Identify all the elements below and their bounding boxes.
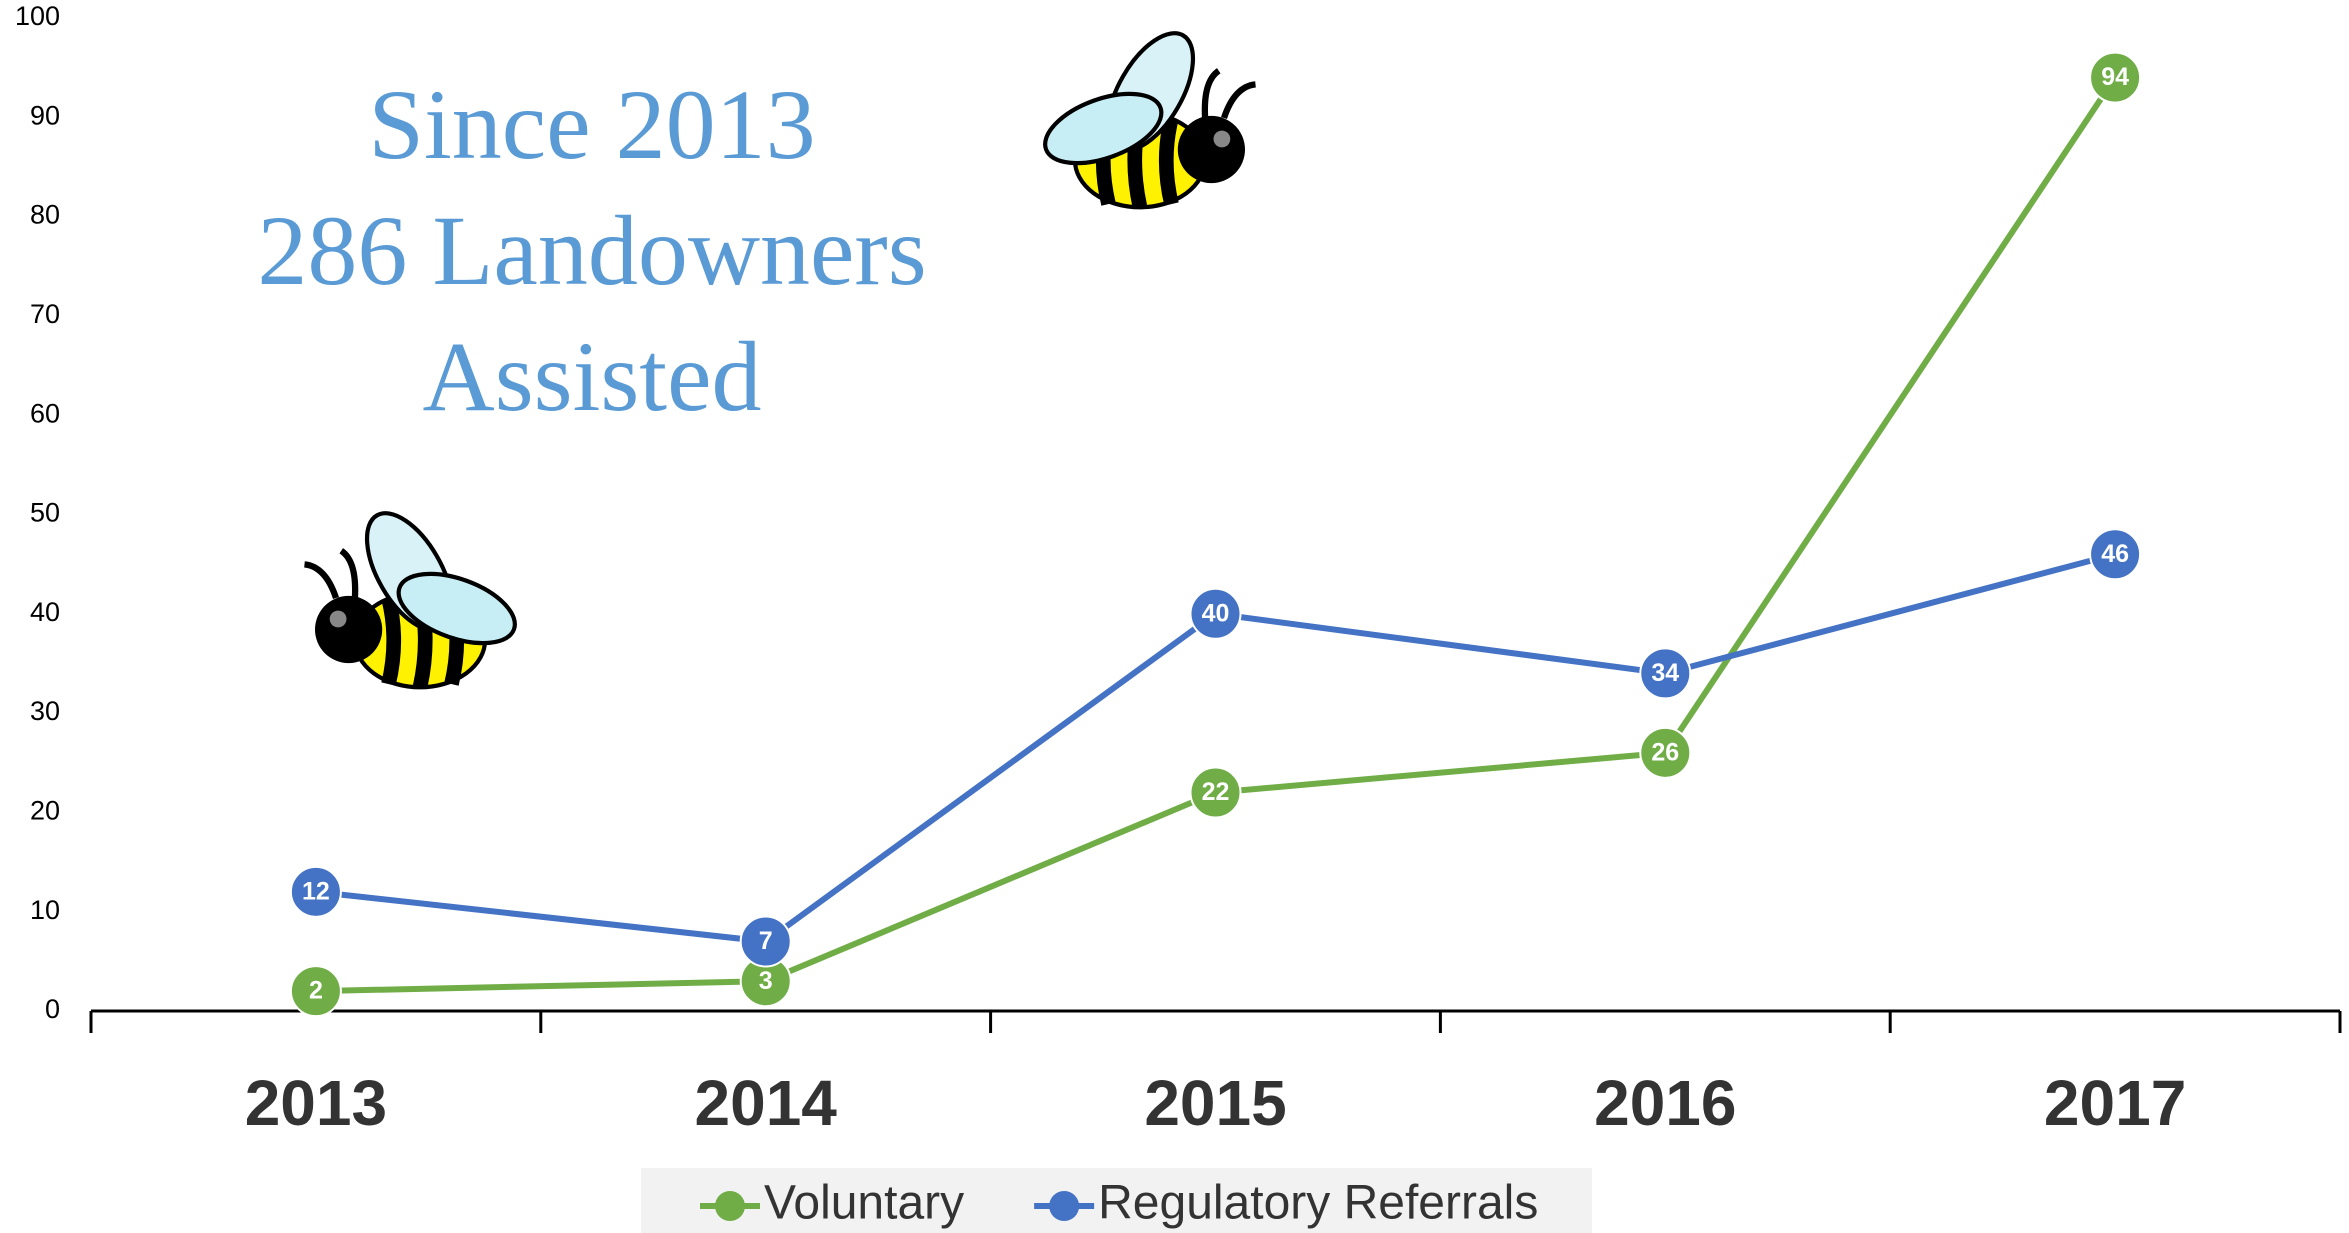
y-tick-label: 30 bbox=[30, 696, 60, 726]
data-label: 22 bbox=[1202, 778, 1230, 806]
data-label: 40 bbox=[1202, 599, 1230, 627]
y-tick-label: 70 bbox=[30, 299, 60, 329]
data-label: 7 bbox=[759, 927, 773, 955]
data-point bbox=[1639, 647, 1692, 700]
x-tick-label: 2015 bbox=[1144, 1067, 1286, 1139]
x-tick-label: 2014 bbox=[695, 1067, 838, 1139]
y-tick-label: 0 bbox=[45, 994, 60, 1024]
y-tick-label: 40 bbox=[30, 597, 60, 627]
data-label: 34 bbox=[1651, 659, 1679, 687]
annotation-text: Assisted bbox=[423, 321, 762, 432]
data-point bbox=[289, 865, 342, 918]
legend-label: Regulatory Referrals bbox=[1098, 1177, 1538, 1230]
data-point bbox=[1639, 726, 1692, 779]
y-tick-label: 20 bbox=[30, 796, 60, 826]
x-tick-label: 2017 bbox=[2044, 1067, 2186, 1139]
annotation-text: Since 2013 bbox=[368, 69, 815, 180]
legend-marker bbox=[715, 1191, 745, 1221]
legend-background bbox=[641, 1168, 1592, 1233]
data-point bbox=[739, 915, 792, 968]
data-point bbox=[1189, 766, 1242, 819]
legend-marker bbox=[1049, 1191, 1080, 1221]
data-point bbox=[2089, 528, 2142, 581]
y-tick-label: 60 bbox=[30, 398, 60, 428]
x-tick-label: 2013 bbox=[245, 1067, 387, 1139]
bee-image bbox=[1036, 20, 1256, 208]
data-label: 2 bbox=[309, 977, 323, 1005]
legend-label: Voluntary bbox=[764, 1177, 964, 1230]
y-tick-label: 90 bbox=[30, 100, 60, 130]
data-label: 46 bbox=[2101, 540, 2129, 568]
x-tick-label: 2016 bbox=[1594, 1067, 1736, 1139]
y-tick-label: 80 bbox=[30, 200, 60, 230]
y-tick-label: 50 bbox=[30, 498, 60, 528]
data-point bbox=[1189, 587, 1242, 640]
data-point bbox=[289, 965, 342, 1018]
y-tick-label: 100 bbox=[15, 1, 60, 31]
y-tick-label: 10 bbox=[30, 895, 60, 925]
annotation-text: 286 Landowners bbox=[257, 195, 926, 306]
data-label: 94 bbox=[2101, 63, 2129, 91]
data-label: 3 bbox=[759, 967, 773, 995]
bee-image bbox=[305, 500, 525, 688]
data-label: 26 bbox=[1651, 738, 1679, 766]
data-label: 12 bbox=[302, 877, 330, 905]
data-point bbox=[2089, 51, 2142, 104]
